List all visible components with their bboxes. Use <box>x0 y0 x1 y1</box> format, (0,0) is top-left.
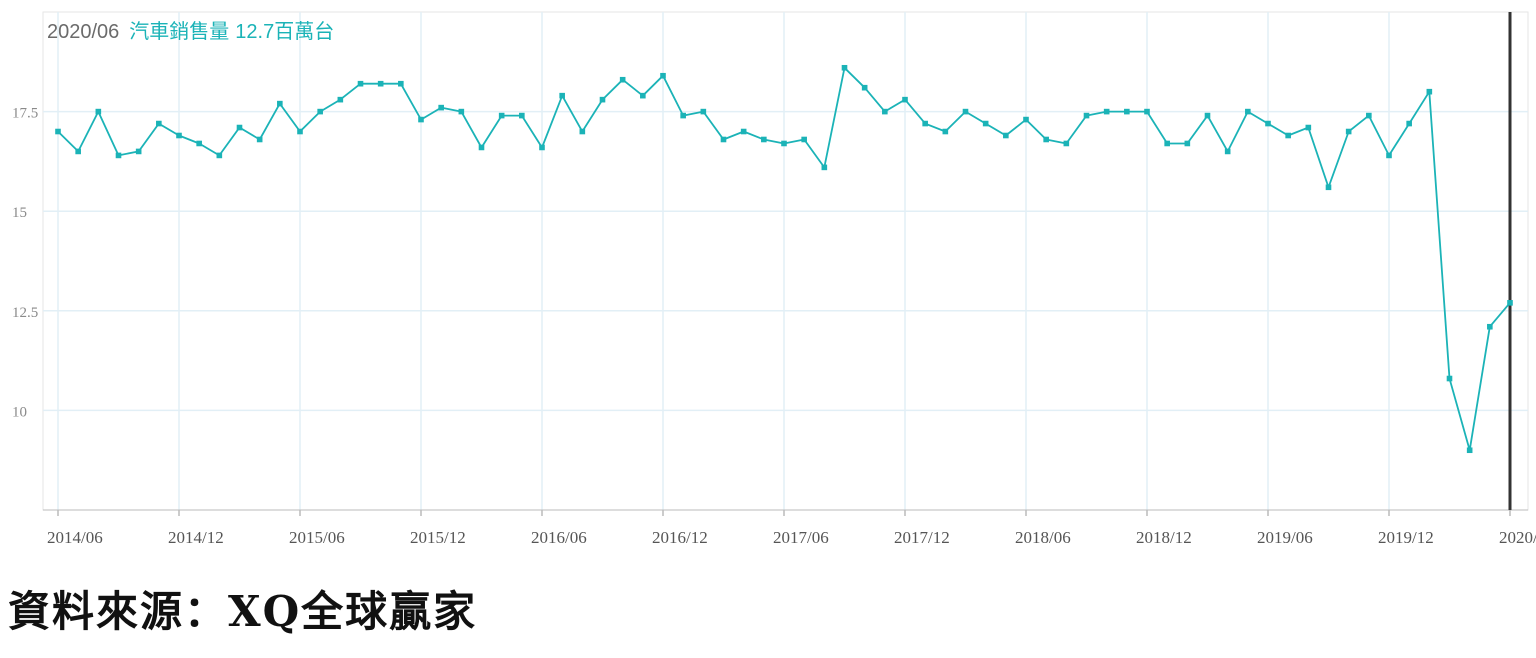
data-point <box>619 76 626 83</box>
data-point <box>882 108 888 115</box>
data-point <box>519 112 525 119</box>
data-point <box>781 140 787 147</box>
x-tick-label: 2018/12 <box>1136 528 1192 547</box>
data-point <box>559 92 565 99</box>
x-tick-label: 2016/06 <box>531 528 587 547</box>
data-point <box>438 104 444 111</box>
data-point <box>640 92 646 99</box>
tooltip-unit: 百萬台 <box>274 21 335 43</box>
x-tick-label: 2018/06 <box>1015 528 1071 547</box>
data-point <box>1184 140 1191 147</box>
data-point <box>1083 112 1090 119</box>
data-point <box>115 152 122 159</box>
x-tick-label: 2014/12 <box>168 528 224 547</box>
data-point <box>1103 108 1110 115</box>
y-tick-label: 15 <box>12 205 27 221</box>
data-point <box>1446 375 1453 382</box>
x-tick-label: 2017/12 <box>894 528 950 547</box>
line-chart: 10 12.5 15 17.5 2014/06 2014/12 2015/06 2015/12… <box>12 11 1536 547</box>
data-point <box>1245 108 1251 115</box>
data-point <box>1345 128 1352 135</box>
data-point <box>196 140 202 147</box>
data-point <box>841 64 848 71</box>
tooltip-date: 2020/06 <box>47 21 120 43</box>
data-point <box>418 116 424 123</box>
data-point <box>942 128 949 135</box>
data-point <box>680 112 686 119</box>
data-point <box>1063 140 1070 147</box>
y-tick-label: 10 <box>12 404 27 420</box>
x-tick-label: 2015/12 <box>410 528 466 547</box>
data-point <box>1043 136 1049 143</box>
x-tick-label: 2020/06 <box>1499 528 1536 547</box>
chart-canvas: 10 12.5 15 17.5 2014/06 2014/12 2015/06 2015/12… <box>12 11 1536 547</box>
data-point <box>95 108 102 115</box>
y-tick-label: 12.5 <box>12 305 38 321</box>
data-point <box>1164 140 1170 147</box>
data-point <box>1224 148 1231 155</box>
data-point <box>1285 132 1291 139</box>
data-point <box>1144 108 1150 115</box>
data-point <box>236 124 243 131</box>
data-point <box>357 80 364 87</box>
data-point <box>55 128 61 135</box>
data-point <box>256 136 263 143</box>
data-point <box>1023 116 1029 123</box>
data-point <box>277 100 283 107</box>
source-note: 資料來源：XQ全球贏家 <box>8 587 478 636</box>
data-tooltip: 2020/06 汽車銷售量 12.7百萬台 <box>47 20 334 44</box>
data-point <box>398 80 404 87</box>
x-tick-label: 2019/06 <box>1257 528 1313 547</box>
data-point <box>297 128 303 135</box>
x-tick-label: 2015/06 <box>289 528 345 547</box>
data-point <box>1204 112 1211 119</box>
x-tick-label: 2017/06 <box>773 528 829 547</box>
data-point <box>1124 108 1130 115</box>
data-point <box>740 128 747 135</box>
data-point <box>1003 132 1009 139</box>
data-point <box>1366 112 1372 119</box>
data-point <box>478 144 485 151</box>
data-point <box>761 136 767 143</box>
x-tick-label: 2019/12 <box>1378 528 1434 547</box>
data-point <box>982 120 989 127</box>
data-point <box>720 136 727 143</box>
tooltip-series-name: 汽車銷售量 <box>129 21 230 43</box>
y-tick-label: 17.5 <box>12 106 38 122</box>
data-point <box>377 80 384 87</box>
data-point <box>1265 120 1271 127</box>
data-point <box>176 132 182 139</box>
data-point <box>599 96 606 103</box>
data-point <box>700 108 707 115</box>
data-point <box>1406 120 1412 127</box>
x-tick-label: 2014/06 <box>47 528 103 547</box>
data-point <box>660 72 666 79</box>
data-point <box>902 96 908 103</box>
data-point <box>1386 152 1392 159</box>
data-point <box>579 128 586 135</box>
data-point <box>861 84 868 91</box>
data-point <box>922 120 928 127</box>
data-point <box>135 148 142 155</box>
tooltip-value: 12.7 <box>235 21 275 43</box>
data-point <box>216 152 223 159</box>
data-point <box>1487 323 1493 330</box>
data-point <box>498 112 505 119</box>
data-point <box>1507 300 1513 306</box>
plot-area <box>42 11 1529 511</box>
x-tick-label: 2016/12 <box>652 528 708 547</box>
data-point <box>821 164 828 171</box>
data-point <box>317 108 323 115</box>
data-point <box>337 96 344 103</box>
data-point <box>1426 88 1433 95</box>
data-point <box>1305 124 1312 131</box>
data-point <box>458 108 465 115</box>
data-point <box>1325 184 1332 191</box>
data-point <box>1466 447 1473 454</box>
data-point <box>75 148 81 155</box>
data-point <box>539 144 545 151</box>
data-point <box>962 108 969 115</box>
data-point <box>801 136 807 143</box>
data-point <box>156 120 162 127</box>
